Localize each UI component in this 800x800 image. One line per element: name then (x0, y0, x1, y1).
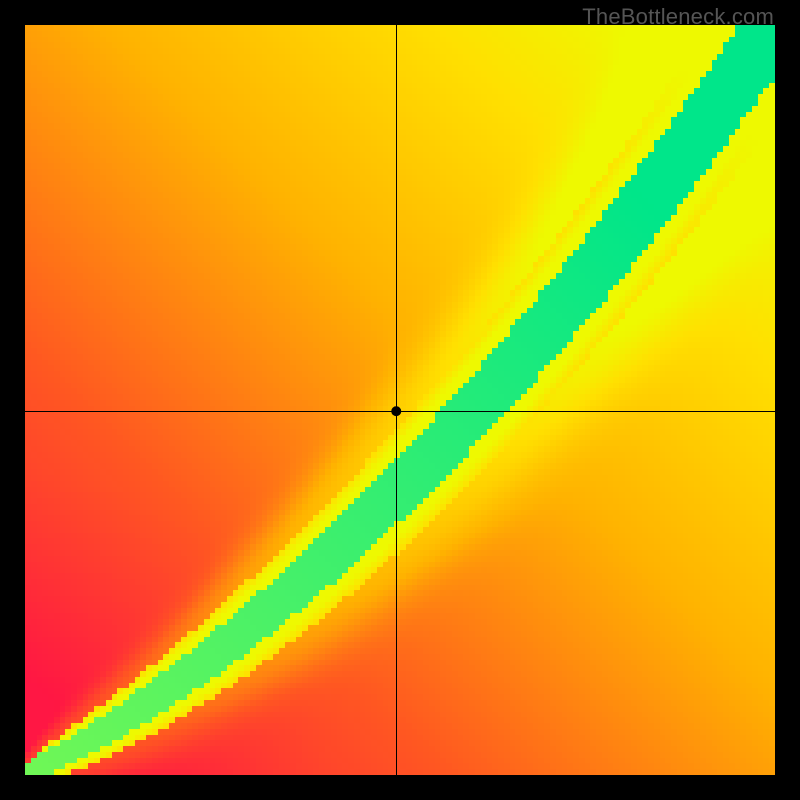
chart-frame: TheBottleneck.com (0, 0, 800, 800)
crosshair-overlay (0, 0, 800, 800)
watermark-label: TheBottleneck.com (582, 4, 774, 30)
